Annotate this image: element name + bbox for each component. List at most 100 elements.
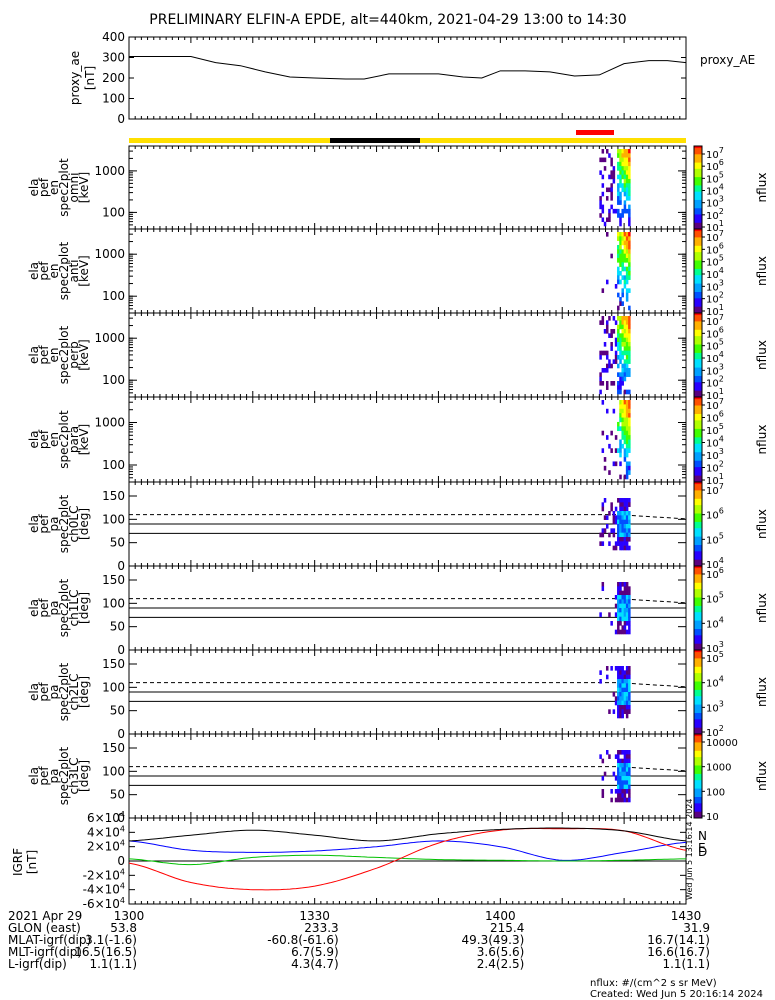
colorbar-ch0LC: 107 106 105 104 nflux	[693, 481, 769, 571]
spectrogram-cell	[625, 417, 629, 423]
colorbar-segment	[694, 220, 702, 224]
spectrogram-cell	[621, 758, 624, 764]
spectrogram-cell	[623, 616, 627, 622]
spectrogram-cell	[619, 316, 622, 321]
spectrogram-cell	[601, 191, 605, 197]
spectrogram-cell	[625, 700, 629, 706]
spectrogram-cell	[625, 750, 629, 755]
spectrogram-cell	[617, 149, 620, 154]
igrf-series-total	[128, 827, 687, 842]
spectrogram-cell	[619, 687, 622, 693]
spectrogram-cell	[612, 359, 616, 364]
colorbar-segment	[694, 428, 702, 432]
colorbar-segment	[694, 503, 702, 506]
spectrogram-cell	[619, 346, 622, 351]
spectrogram-cell	[621, 502, 624, 507]
proxy-ae-legend: proxy_AE	[700, 53, 755, 67]
spectrogram-cell	[617, 763, 620, 768]
colorbar-label: nflux	[755, 173, 769, 203]
colorbar-segment	[694, 482, 702, 485]
spectrogram-cell	[603, 515, 607, 520]
spectrogram-cell	[623, 157, 627, 163]
spectrogram-cell	[601, 448, 605, 453]
spectrogram-cell	[623, 789, 627, 794]
colorbar-segment	[694, 580, 702, 584]
spectrogram-cell	[619, 452, 622, 458]
spectrogram-cell	[608, 359, 611, 364]
colorbar-segment	[694, 439, 702, 443]
spectrogram-cell	[619, 506, 622, 512]
spectrogram-cell	[621, 404, 624, 410]
spectrogram-cell	[623, 149, 627, 154]
spectrogram-cell	[619, 404, 622, 410]
spectrogram-cell	[625, 692, 629, 697]
spectrogram-cell	[619, 603, 622, 609]
colorbar-segment	[694, 559, 702, 563]
colorbar-segment	[694, 557, 702, 561]
spectrogram-cell	[612, 316, 616, 321]
colorbar-segment	[694, 348, 702, 352]
spectrogram-cell	[605, 524, 609, 529]
colorbar-segment	[694, 610, 702, 613]
spectrogram-cell	[625, 465, 629, 471]
colorbar-segment	[694, 757, 702, 760]
spectrogram-cell	[623, 329, 627, 334]
spectrogram-cell	[621, 208, 624, 214]
spectrogram-cell	[621, 430, 624, 436]
panel-ylabel-line: en	[47, 264, 61, 279]
spectrogram-cell	[621, 692, 624, 697]
spectrogram-cell	[621, 316, 624, 321]
colorbar-segment	[694, 431, 702, 434]
spectrogram-cell	[614, 519, 618, 525]
spectrogram-cell	[625, 771, 629, 777]
colorbar-segment	[694, 327, 702, 331]
colorbar-segment	[694, 807, 702, 811]
spectrogram-cell	[625, 430, 629, 436]
spectrogram-cell	[628, 404, 631, 410]
spectrogram-cell	[617, 249, 620, 254]
colorbar-tick-label: 105	[706, 422, 724, 437]
spectrogram-cell	[610, 333, 613, 338]
spectrogram-cell	[623, 696, 627, 701]
spectrogram-cell	[621, 232, 624, 237]
colorbar-tick-label: 107	[706, 313, 724, 328]
panel-ylabel-line: [deg]	[77, 508, 91, 540]
loss-cone-tail	[617, 598, 687, 604]
colorbar-segment	[694, 605, 702, 609]
colorbar-segment	[694, 530, 702, 533]
ephemeris-cell: 49.3(49.3)	[462, 933, 525, 947]
spectrogram-cell	[619, 461, 622, 467]
colorbar-segment	[694, 637, 702, 640]
spectrogram-cell	[612, 532, 616, 538]
panel-ylabel-line: pef	[37, 261, 51, 281]
spectrogram-cell	[623, 692, 627, 697]
spectrogram-cell	[601, 208, 605, 214]
panel-ylabel-line: pef	[37, 429, 51, 449]
spectrogram-cell	[625, 408, 629, 414]
colorbar-segment	[694, 698, 702, 701]
spectrogram-cell	[623, 245, 627, 250]
spectrogram-cell	[601, 582, 605, 587]
spectrogram-cell	[621, 629, 624, 635]
spectrogram-cell	[625, 178, 629, 184]
spectrogram-cell	[610, 666, 613, 671]
spectrogram-cell	[628, 439, 631, 445]
spectrogram-cell	[623, 376, 627, 382]
spectrogram-cell	[625, 249, 629, 254]
spectrogram-cell	[619, 279, 622, 285]
colorbar-segment	[694, 721, 702, 724]
colorbar-segment	[694, 319, 702, 322]
colorbar-segment	[694, 254, 702, 257]
panel-ylabel-line: [deg]	[77, 592, 91, 624]
colorbar-segment	[694, 620, 702, 624]
spectrogram-cell	[601, 149, 605, 154]
colorbar-segment	[694, 185, 702, 188]
colorbar-tick-label: 100	[706, 787, 725, 798]
spectrogram-cell	[619, 381, 622, 386]
spectrogram-cell	[625, 758, 629, 764]
spectrogram-cell	[623, 498, 627, 503]
spectrogram-cell	[619, 448, 622, 453]
spectrogram-cell	[603, 157, 607, 163]
spectrogram-cell	[623, 537, 627, 542]
spectrogram-cell	[623, 541, 627, 546]
